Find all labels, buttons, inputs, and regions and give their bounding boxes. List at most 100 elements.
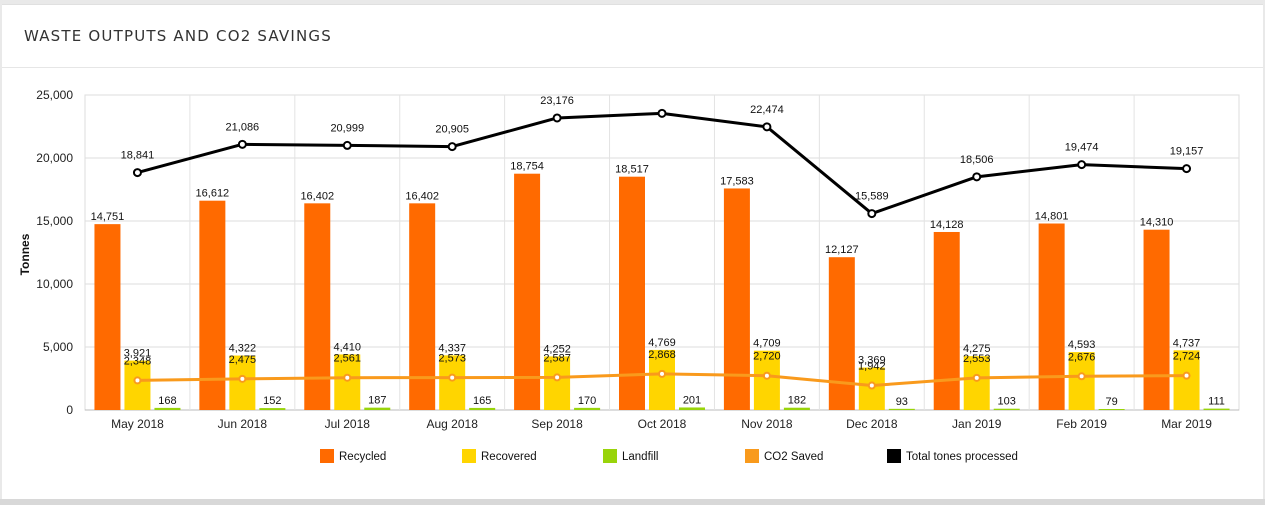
x-tick-label: Nov 2018 (741, 417, 793, 431)
line-data-label: 21,086 (226, 121, 260, 133)
line-point (972, 373, 981, 382)
bar-landfill (1203, 408, 1230, 410)
x-tick-label: Sep 2018 (531, 417, 583, 431)
legend-swatch (320, 449, 334, 463)
bar-data-label: 4,410 (334, 341, 362, 353)
bar-data-label: 16,402 (300, 190, 334, 202)
bar-data-label: 4,593 (1068, 339, 1096, 351)
bar-recovered (334, 354, 361, 410)
y-tick-label: 25,000 (36, 88, 73, 102)
legend-swatch (462, 449, 476, 463)
bar-recovered (544, 356, 571, 410)
line-point (972, 172, 982, 182)
x-tick-label: May 2018 (111, 417, 164, 431)
bar-data-label: 93 (896, 396, 908, 408)
line-point (657, 108, 667, 118)
x-tick-label: Jul 2018 (325, 417, 371, 431)
bar-data-label: 4,275 (963, 343, 991, 355)
bar-data-label: 4,252 (543, 343, 571, 355)
bar-data-label: 14,310 (1140, 217, 1174, 229)
bar-recycled (619, 176, 645, 410)
bar-data-label: 111 (1208, 396, 1225, 408)
y-tick-label: 20,000 (36, 151, 73, 165)
y-tick-label: 10,000 (36, 277, 73, 291)
line-data-label: 19,157 (1170, 146, 1204, 158)
line-point (1182, 371, 1191, 380)
bar-data-label: 187 (368, 395, 386, 407)
bar-landfill (679, 407, 705, 410)
bar-recycled (409, 203, 436, 410)
bar-data-label: 16,612 (196, 188, 230, 200)
legend-swatch (603, 449, 617, 463)
bar-recovered (1173, 350, 1200, 410)
bar-data-label: 18,754 (510, 161, 544, 173)
line-data-label: 1,942 (858, 361, 886, 373)
bar-landfill (888, 408, 915, 410)
bar-data-label: 3,921 (124, 348, 152, 360)
y-tick-label: 15,000 (36, 214, 73, 228)
line-data-label: 2,475 (229, 354, 257, 366)
line-point (762, 122, 772, 132)
line-point (343, 373, 352, 382)
line-data-label: 15,589 (855, 191, 889, 203)
line-data-label: 2,868 (648, 349, 676, 361)
line-data-label: 2,561 (334, 353, 362, 365)
bar-data-label: 17,583 (720, 175, 754, 187)
legend-swatch (745, 449, 759, 463)
bar-data-label: 201 (683, 394, 701, 406)
bar-recycled (94, 224, 121, 410)
bar-data-label: 103 (998, 396, 1016, 408)
bar-landfill (364, 407, 391, 410)
card-title: WASTE OUTPUTS AND CO2 SAVINGS (24, 27, 332, 45)
bar-data-label: 4,709 (753, 338, 781, 350)
x-tick-label: Aug 2018 (426, 417, 478, 431)
line-point (1077, 372, 1086, 381)
line-point (1182, 164, 1192, 174)
bar-data-label: 165 (473, 395, 491, 407)
bar-recycled (199, 200, 226, 410)
line-data-label: 18,506 (960, 154, 994, 166)
line-point (133, 376, 142, 385)
legend-label: Recovered (481, 451, 537, 463)
y-tick-label: 5,000 (43, 340, 73, 354)
line-data-label: 2,553 (963, 353, 991, 365)
line-data-label: 2,724 (1173, 351, 1201, 363)
line-data-label: 2,720 (753, 351, 781, 363)
bar-data-label: 4,322 (229, 343, 257, 355)
bar-data-label: 152 (263, 395, 281, 407)
legend-swatch (887, 449, 901, 463)
line-point (342, 140, 352, 150)
x-tick-label: Mar 2019 (1161, 417, 1212, 431)
bar-data-label: 16,402 (405, 190, 439, 202)
bar-data-label: 14,128 (930, 219, 964, 231)
bar-data-label: 12,127 (825, 244, 859, 256)
bottom-border (0, 499, 1265, 505)
legend-label: Total tones processed (906, 451, 1018, 463)
line-point (447, 142, 457, 152)
line-data-label: 2,348 (124, 355, 152, 367)
line-point (867, 381, 876, 390)
x-tick-label: Jun 2018 (218, 417, 268, 431)
bar-landfill (1098, 409, 1125, 410)
line-point (553, 373, 562, 382)
line-point (762, 371, 771, 380)
bar-recycled (723, 188, 750, 410)
bar-data-label: 3,369 (858, 355, 886, 367)
bar-data-label: 182 (788, 395, 806, 407)
x-tick-label: Oct 2018 (638, 417, 687, 431)
bar-recovered (649, 349, 675, 410)
bar-data-label: 4,337 (438, 342, 466, 354)
bar-recovered (1068, 352, 1095, 410)
line-point (867, 209, 877, 219)
bar-landfill (574, 407, 601, 410)
legend-label: CO2 Saved (764, 451, 823, 463)
line-data-label: 23,176 (540, 95, 574, 107)
line-data-label: 20,905 (435, 124, 469, 136)
line-data-label: 20,999 (330, 122, 364, 134)
bar-data-label: 14,801 (1035, 211, 1069, 223)
card-header: WASTE OUTPUTS AND CO2 SAVINGS (2, 5, 1263, 68)
line-data-label: 2,676 (1068, 351, 1096, 363)
line-point (132, 168, 142, 178)
bar-data-label: 168 (158, 395, 176, 407)
bar-landfill (993, 408, 1020, 410)
